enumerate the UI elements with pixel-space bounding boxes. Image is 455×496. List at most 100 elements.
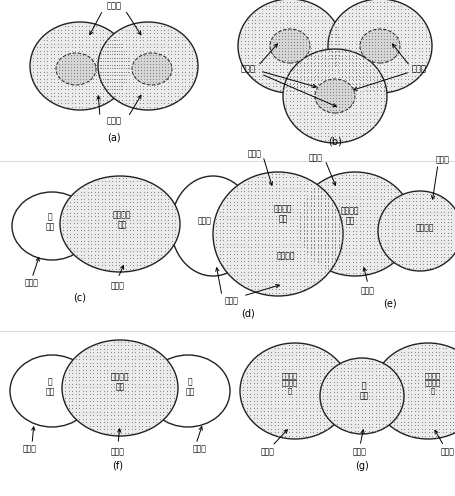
Point — [317, 204, 324, 212]
Point — [262, 33, 269, 41]
Text: 后区域: 后区域 — [225, 297, 238, 306]
Point — [300, 215, 307, 223]
Point — [272, 71, 279, 79]
Point — [279, 274, 286, 282]
Point — [369, 85, 376, 93]
Point — [251, 180, 258, 188]
Point — [178, 74, 185, 82]
Point — [293, 62, 300, 70]
Point — [404, 75, 411, 83]
Point — [407, 365, 414, 373]
Point — [384, 251, 391, 259]
Point — [374, 44, 381, 52]
Point — [237, 204, 244, 212]
Point — [425, 344, 432, 352]
Point — [88, 257, 95, 265]
Point — [132, 50, 140, 58]
Point — [373, 40, 380, 48]
Point — [165, 198, 172, 206]
Point — [337, 398, 344, 406]
Point — [377, 185, 384, 192]
Point — [163, 383, 170, 391]
Point — [233, 226, 241, 234]
Point — [98, 219, 106, 227]
Point — [300, 219, 307, 227]
Point — [131, 372, 139, 380]
Point — [109, 194, 116, 202]
Point — [293, 122, 300, 129]
Point — [425, 418, 432, 426]
Point — [394, 260, 402, 268]
Point — [230, 271, 237, 279]
Point — [154, 191, 161, 199]
Point — [104, 376, 111, 384]
Point — [401, 212, 408, 220]
Point — [327, 389, 334, 397]
Point — [115, 74, 122, 82]
Point — [155, 60, 162, 68]
Point — [376, 0, 383, 6]
Point — [114, 64, 121, 72]
Point — [47, 64, 55, 72]
Point — [240, 208, 248, 216]
Point — [442, 382, 449, 390]
Point — [352, 212, 359, 220]
Point — [33, 47, 40, 55]
Point — [107, 366, 114, 373]
Point — [324, 254, 331, 262]
Point — [433, 193, 440, 201]
Point — [375, 402, 382, 410]
Point — [72, 64, 79, 72]
Point — [303, 128, 310, 136]
Point — [404, 220, 412, 228]
Point — [447, 249, 454, 257]
Point — [274, 386, 282, 394]
Point — [368, 420, 375, 428]
Point — [103, 40, 111, 48]
Point — [251, 26, 258, 34]
Point — [382, 416, 389, 424]
Point — [246, 411, 253, 419]
Point — [65, 401, 72, 409]
Point — [326, 409, 334, 417]
Point — [352, 52, 359, 60]
Point — [373, 90, 380, 98]
Point — [443, 204, 450, 212]
Point — [319, 384, 326, 392]
Point — [138, 348, 146, 356]
Point — [332, 106, 339, 114]
Point — [292, 425, 299, 433]
Point — [296, 216, 303, 224]
Point — [290, 0, 297, 6]
Point — [130, 237, 137, 245]
Point — [314, 37, 321, 45]
Point — [438, 421, 445, 429]
Point — [101, 244, 109, 251]
Point — [341, 85, 348, 93]
Point — [303, 222, 310, 230]
Point — [149, 57, 157, 65]
Point — [389, 379, 397, 387]
Point — [288, 421, 295, 429]
Point — [324, 209, 331, 217]
Point — [351, 398, 358, 406]
Point — [274, 362, 282, 370]
Point — [436, 193, 444, 201]
Point — [262, 22, 269, 30]
Point — [116, 223, 123, 231]
Point — [150, 50, 157, 58]
Point — [435, 432, 442, 439]
Point — [449, 389, 455, 397]
Point — [341, 94, 348, 102]
Point — [73, 60, 81, 68]
Point — [111, 40, 119, 48]
Point — [272, 184, 279, 191]
Point — [93, 88, 100, 96]
Point — [298, 432, 306, 439]
Point — [157, 43, 164, 51]
Point — [122, 71, 129, 79]
Point — [330, 369, 338, 376]
Point — [401, 229, 409, 237]
Point — [64, 54, 71, 62]
Point — [233, 274, 241, 282]
